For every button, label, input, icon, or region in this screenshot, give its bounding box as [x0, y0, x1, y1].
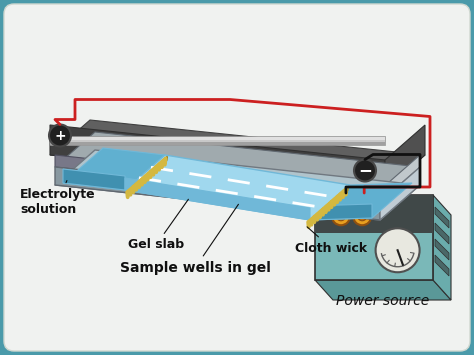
Text: +: +: [54, 129, 66, 142]
Polygon shape: [125, 178, 310, 220]
Polygon shape: [433, 195, 451, 300]
Circle shape: [332, 207, 350, 225]
Polygon shape: [55, 132, 420, 202]
Polygon shape: [435, 207, 449, 228]
Circle shape: [375, 228, 419, 272]
Circle shape: [358, 212, 367, 221]
Polygon shape: [435, 239, 449, 260]
Circle shape: [354, 159, 376, 181]
Circle shape: [353, 207, 371, 225]
Polygon shape: [50, 120, 425, 190]
Circle shape: [337, 212, 346, 221]
Polygon shape: [310, 204, 372, 220]
Polygon shape: [55, 155, 380, 202]
Polygon shape: [55, 150, 420, 220]
Polygon shape: [55, 167, 380, 220]
FancyBboxPatch shape: [4, 4, 470, 351]
Polygon shape: [435, 223, 449, 244]
Polygon shape: [63, 148, 165, 190]
Text: Sample wells in gel: Sample wells in gel: [119, 204, 271, 275]
Polygon shape: [380, 167, 420, 220]
Text: −: −: [358, 162, 372, 180]
Circle shape: [49, 125, 71, 147]
Polygon shape: [315, 280, 451, 300]
Text: Electrolyte
solution: Electrolyte solution: [20, 181, 96, 216]
Polygon shape: [385, 125, 425, 190]
Polygon shape: [50, 142, 385, 144]
FancyBboxPatch shape: [315, 195, 433, 233]
Polygon shape: [50, 136, 385, 144]
Polygon shape: [125, 155, 350, 220]
Polygon shape: [310, 183, 412, 220]
Text: Gel slab: Gel slab: [128, 199, 188, 251]
Text: Cloth wick: Cloth wick: [295, 227, 367, 255]
Polygon shape: [50, 137, 385, 140]
Text: Power source: Power source: [337, 294, 429, 308]
FancyBboxPatch shape: [315, 195, 433, 280]
Polygon shape: [435, 255, 449, 276]
Polygon shape: [63, 169, 125, 190]
Polygon shape: [50, 125, 385, 190]
Polygon shape: [380, 155, 420, 202]
